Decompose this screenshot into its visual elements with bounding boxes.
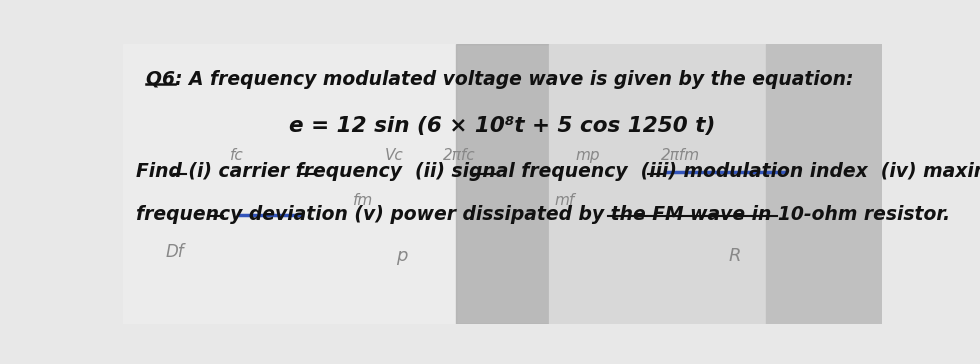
Text: 2πfm: 2πfm bbox=[661, 149, 700, 163]
Bar bbox=[549, 44, 765, 324]
Text: p: p bbox=[396, 247, 407, 265]
Text: fc: fc bbox=[230, 149, 244, 163]
Text: R: R bbox=[728, 247, 741, 265]
Text: frequency deviation (v) power dissipated by the FM wave in 10-ohm resistor.: frequency deviation (v) power dissipated… bbox=[136, 205, 951, 223]
Text: fm: fm bbox=[353, 193, 372, 208]
Bar bbox=[122, 44, 456, 324]
Text: e = 12 sin (6 × 10⁸t + 5 cos 1250 t): e = 12 sin (6 × 10⁸t + 5 cos 1250 t) bbox=[289, 116, 715, 136]
Text: mp: mp bbox=[575, 149, 600, 163]
Bar bbox=[765, 44, 882, 324]
Text: 2πfc: 2πfc bbox=[443, 149, 476, 163]
Bar bbox=[456, 44, 549, 324]
Text: Df: Df bbox=[166, 243, 184, 261]
Text: mf: mf bbox=[554, 193, 574, 208]
Text: Q6: A frequency modulated voltage wave is given by the equation:: Q6: A frequency modulated voltage wave i… bbox=[146, 70, 854, 89]
Text: Vc: Vc bbox=[384, 149, 403, 163]
Text: Find (i) carrier frequency  (ii) signal frequency  (iii) modulation index  (iv) : Find (i) carrier frequency (ii) signal f… bbox=[136, 162, 980, 181]
